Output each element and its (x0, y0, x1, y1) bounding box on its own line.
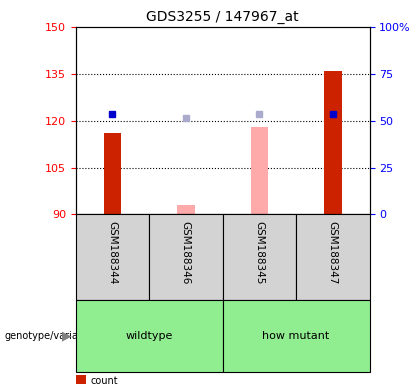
Text: how mutant: how mutant (262, 331, 330, 341)
Text: GSM188346: GSM188346 (181, 222, 191, 285)
Text: GSM188344: GSM188344 (108, 222, 117, 285)
Text: GSM188345: GSM188345 (255, 222, 264, 285)
Text: wildtype: wildtype (126, 331, 173, 341)
Text: GSM188347: GSM188347 (328, 222, 338, 285)
Text: genotype/variation: genotype/variation (4, 331, 97, 341)
Bar (104, 133, 121, 214)
Text: count: count (90, 376, 118, 384)
Bar (250, 127, 268, 214)
Bar (177, 205, 195, 214)
Title: GDS3255 / 147967_at: GDS3255 / 147967_at (146, 10, 299, 25)
Text: ▶: ▶ (62, 329, 71, 343)
Bar (324, 71, 342, 214)
